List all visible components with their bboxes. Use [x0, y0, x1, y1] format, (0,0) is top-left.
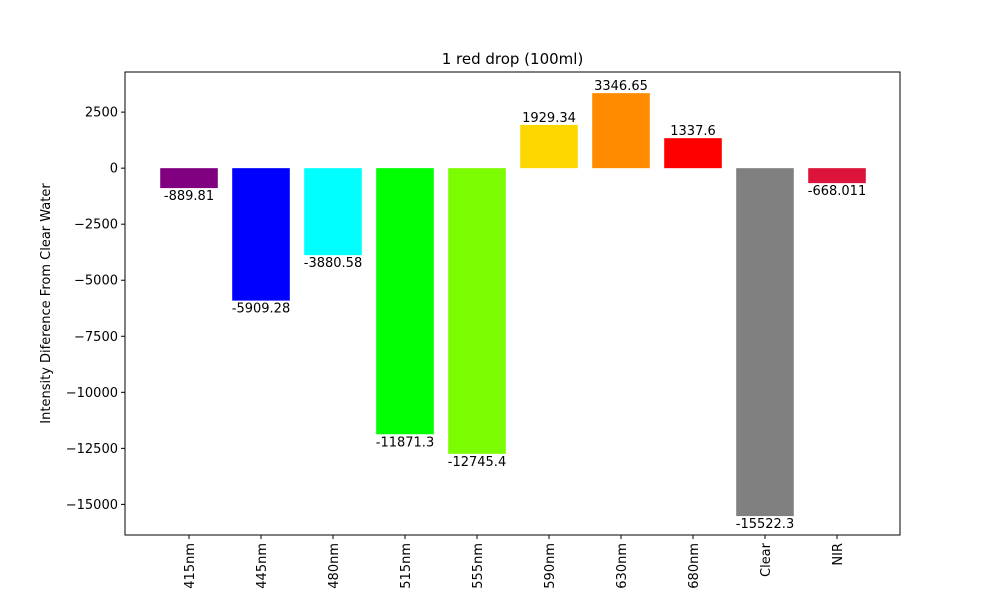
y-tick-label: −12500: [66, 442, 118, 457]
data-label: 1337.6: [670, 124, 716, 139]
x-tick-label: 630nm: [615, 543, 630, 589]
data-label: -12745.4: [448, 455, 506, 470]
bar-515nm: [376, 168, 434, 435]
data-label: -15522.3: [736, 517, 794, 532]
x-tick-label: NIR: [831, 543, 846, 566]
x-tick-label: Clear: [759, 542, 774, 577]
y-tick-label: −2500: [74, 218, 118, 233]
bar-clear: [736, 168, 794, 517]
y-axis-label: Intensity Diference From Clear Water: [39, 183, 54, 424]
x-tick-label: 415nm: [183, 543, 198, 589]
y-axis-ticks: 2500 0 −2500 −5000 −7500 −10000 −12500 −15000: [66, 106, 125, 513]
bars-group: [160, 93, 866, 517]
x-tick-label: 590nm: [543, 543, 558, 589]
chart-title: 1 red drop (100ml): [442, 50, 584, 68]
y-tick-label: −10000: [66, 386, 118, 401]
x-tick-label: 445nm: [255, 543, 270, 589]
y-tick-label: 2500: [85, 106, 118, 121]
data-label: 3346.65: [594, 79, 648, 94]
data-label: -5909.28: [232, 302, 290, 317]
y-tick-label: 0: [110, 162, 118, 177]
x-tick-label: 515nm: [399, 543, 414, 589]
y-tick-label: −15000: [66, 498, 118, 513]
data-labels: -889.81 -5909.28 -3880.58 -11871.3 -12745.4 1…: [164, 79, 866, 532]
bar-415nm: [160, 168, 218, 189]
x-tick-label: 680nm: [687, 543, 702, 589]
y-tick-label: −7500: [74, 330, 118, 345]
bar-630nm: [592, 93, 650, 169]
data-label: -668.011: [808, 184, 866, 199]
data-label: -3880.58: [304, 256, 362, 271]
bar-480nm: [304, 168, 362, 256]
bar-590nm: [520, 124, 578, 169]
data-label: 1929.34: [522, 111, 576, 126]
data-label: -11871.3: [376, 435, 434, 450]
x-tick-label: 555nm: [471, 543, 486, 589]
data-label: -889.81: [164, 189, 214, 204]
x-tick-label: 480nm: [327, 543, 342, 589]
y-tick-label: −5000: [74, 274, 118, 289]
x-axis-ticks: 415nm 445nm 480nm 515nm 555nm 590nm 630nm 680nm…: [183, 535, 846, 589]
plot-frame: [124, 71, 901, 536]
bar-555nm: [448, 168, 506, 454]
bar-445nm: [232, 168, 290, 301]
bar-nir: [808, 168, 866, 184]
bar-680nm: [664, 138, 722, 169]
